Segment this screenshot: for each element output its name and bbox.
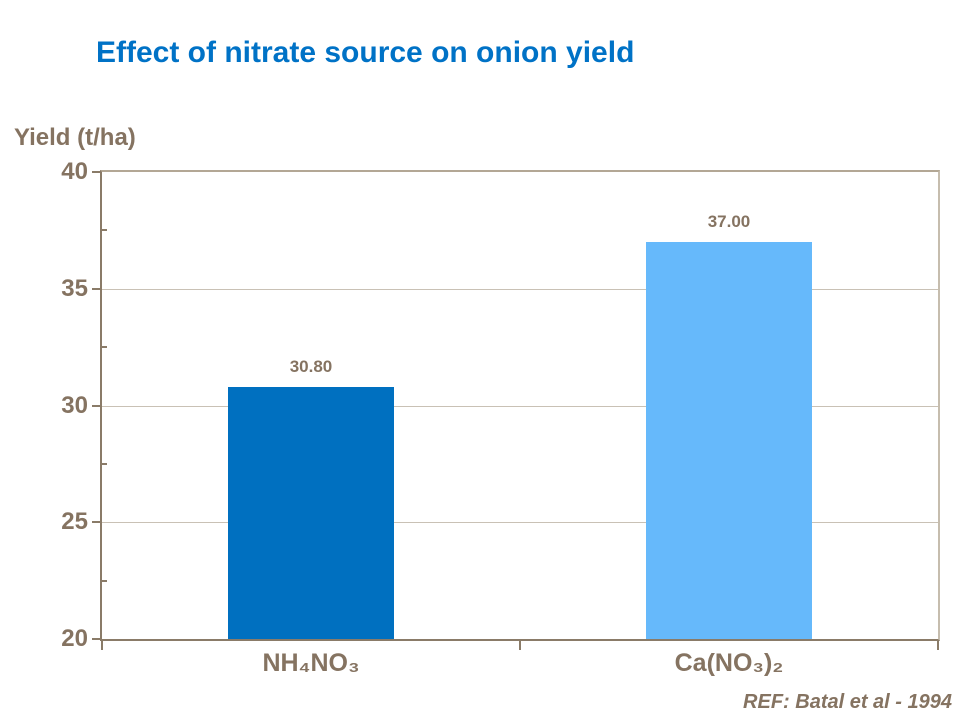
y-minor-tick-37-5 [102, 229, 107, 232]
y-tick-20 [92, 638, 100, 640]
bar-group-cano3: 37.00 [646, 172, 812, 639]
y-tick-label-35: 35 [61, 274, 88, 302]
y-tick-label-20: 20 [61, 625, 88, 652]
y-tick-label-30: 30 [61, 391, 88, 419]
bar-cano3 [646, 242, 812, 639]
bar-value-label-cano3: 37.00 [707, 212, 751, 232]
y-tick-label-25: 25 [61, 508, 88, 536]
y-minor-tick-32-5 [102, 346, 107, 349]
y-axis-title: Yield (t/ha) [14, 124, 136, 151]
y-tick-40 [92, 171, 100, 173]
plot-area: 40 35 30 25 20 30.80 37.00 NH₄NO₃ Ca(NO₃… [61, 158, 940, 677]
y-tick-35 [92, 287, 100, 290]
category-label-nh4no3: NH₄NO₃ [262, 649, 360, 677]
y-minor-tick-27-5 [102, 462, 107, 465]
gridline-35 [102, 288, 938, 290]
gridline-30 [102, 405, 938, 407]
y-minor-tick-22-5 [102, 579, 107, 582]
chart-title: Effect of nitrate source on onion yield [96, 36, 635, 69]
y-tick-25 [92, 521, 100, 524]
category-label-cano3: Ca(NO₃)₂ [674, 649, 784, 677]
bar-value-label-nh4no3: 30.80 [289, 356, 333, 376]
gridline-25 [102, 522, 938, 524]
x-tick-right [937, 641, 939, 650]
x-tick-middle [519, 641, 521, 650]
reference-note: REF: Batal et al - 1994 [743, 691, 952, 713]
y-tick-label-40: 40 [61, 158, 88, 185]
x-tick-left [101, 641, 103, 650]
y-tick-30 [92, 404, 100, 407]
bar-group-nh4no3: 30.80 [228, 172, 394, 639]
bar-nh4no3 [228, 386, 394, 639]
